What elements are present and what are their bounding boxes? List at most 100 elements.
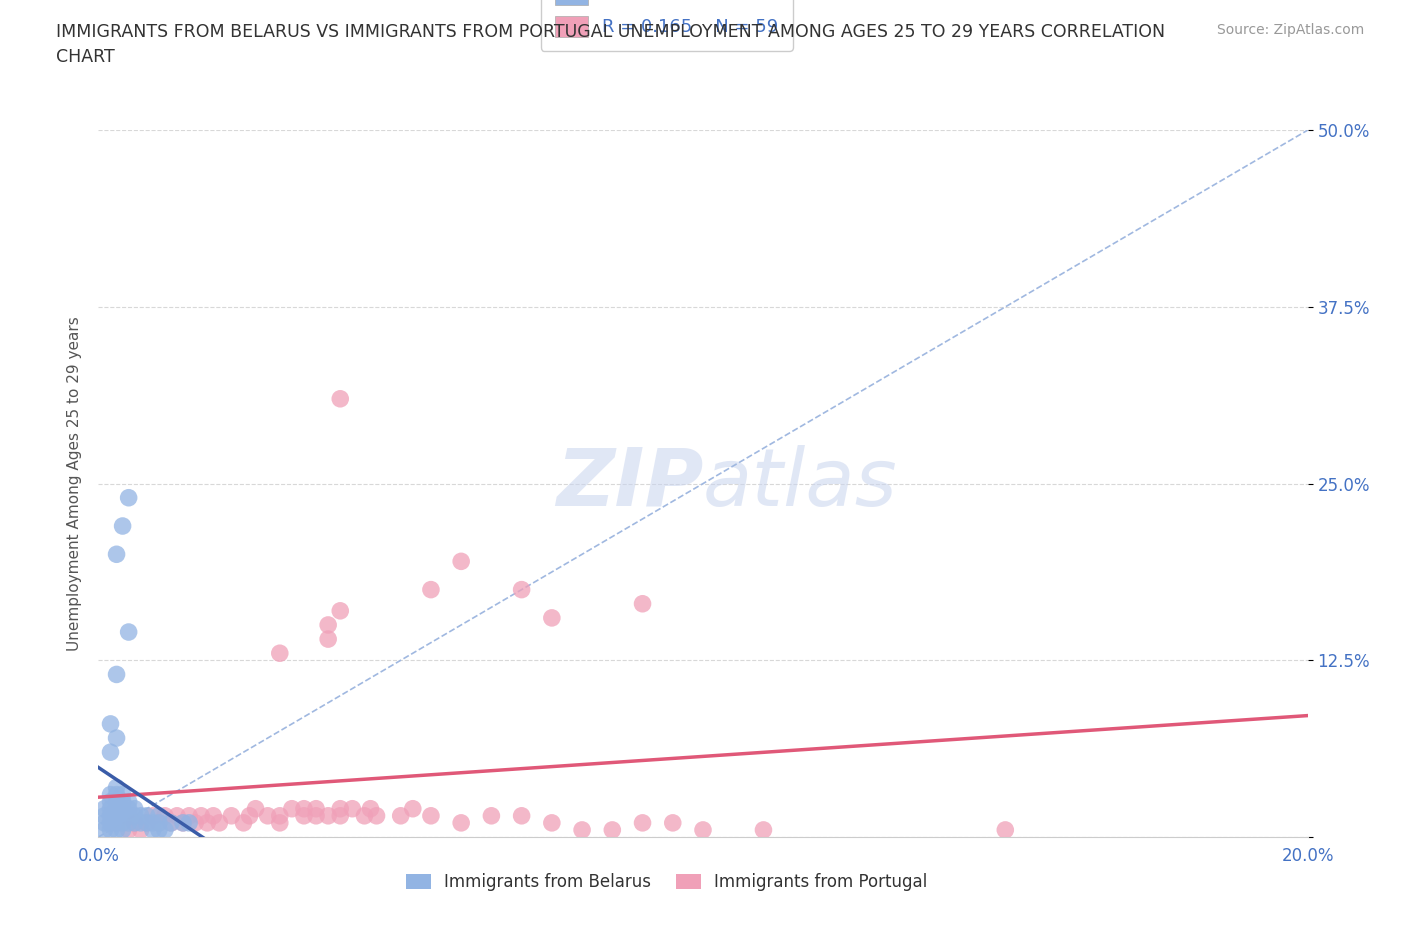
Text: IMMIGRANTS FROM BELARUS VS IMMIGRANTS FROM PORTUGAL UNEMPLOYMENT AMONG AGES 25 T: IMMIGRANTS FROM BELARUS VS IMMIGRANTS FR… <box>56 23 1166 41</box>
Point <box>105 794 128 809</box>
Text: CHART: CHART <box>56 48 115 66</box>
Point <box>148 808 170 823</box>
Point <box>540 816 562 830</box>
Point <box>202 808 225 823</box>
Point <box>129 808 152 823</box>
Point <box>481 808 503 823</box>
Point <box>329 808 352 823</box>
Point <box>353 808 375 823</box>
Point <box>172 816 194 830</box>
Point <box>124 808 146 823</box>
Point <box>245 802 267 817</box>
Point <box>111 802 134 817</box>
Point <box>631 596 654 611</box>
Point <box>100 745 122 760</box>
Legend: Immigrants from Belarus, Immigrants from Portugal: Immigrants from Belarus, Immigrants from… <box>398 865 936 899</box>
Point <box>450 554 472 569</box>
Point <box>118 808 141 823</box>
Point <box>420 808 443 823</box>
Point <box>179 808 201 823</box>
Point <box>366 808 388 823</box>
Point <box>256 808 278 823</box>
Point <box>269 808 291 823</box>
Point <box>281 802 304 817</box>
Point <box>135 816 157 830</box>
Point <box>142 808 165 823</box>
Point <box>305 802 328 817</box>
Point <box>631 816 654 830</box>
Point <box>135 816 157 830</box>
Point <box>153 822 176 837</box>
Point <box>420 582 443 597</box>
Point <box>292 802 315 817</box>
Point <box>510 808 533 823</box>
Point <box>124 802 146 817</box>
Y-axis label: Unemployment Among Ages 25 to 29 years: Unemployment Among Ages 25 to 29 years <box>66 316 82 651</box>
Point <box>124 816 146 830</box>
Point <box>160 816 183 830</box>
Point <box>752 822 775 837</box>
Point <box>402 802 425 817</box>
Point <box>111 519 134 534</box>
Point <box>100 794 122 809</box>
Point <box>316 631 339 646</box>
Point <box>111 822 134 837</box>
Point <box>105 802 128 817</box>
Point <box>172 816 194 830</box>
Point <box>292 808 315 823</box>
Point <box>692 822 714 837</box>
Point <box>148 822 170 837</box>
Point <box>118 822 141 837</box>
Point <box>111 787 134 802</box>
Point <box>329 802 352 817</box>
Text: atlas: atlas <box>703 445 898 523</box>
Point <box>105 816 128 830</box>
Point <box>389 808 412 823</box>
Point <box>93 822 115 837</box>
Point <box>105 547 128 562</box>
Point <box>93 808 115 823</box>
Point <box>184 816 207 830</box>
Point <box>510 582 533 597</box>
Point <box>100 787 122 802</box>
Point <box>129 822 152 837</box>
Point <box>100 808 122 823</box>
Point <box>93 816 115 830</box>
Point <box>118 816 141 830</box>
Point <box>994 822 1017 837</box>
Point <box>93 802 115 817</box>
Point <box>661 816 683 830</box>
Point <box>105 780 128 795</box>
Point <box>305 808 328 823</box>
Point <box>153 808 176 823</box>
Point <box>602 822 624 837</box>
Point <box>148 816 170 830</box>
Point <box>239 808 262 823</box>
Point <box>105 731 128 746</box>
Point <box>124 816 146 830</box>
Point <box>118 490 141 505</box>
Point <box>269 816 291 830</box>
Point <box>148 816 170 830</box>
Text: ZIP: ZIP <box>555 445 703 523</box>
Point <box>100 716 122 731</box>
Point <box>105 787 128 802</box>
Point <box>329 392 352 406</box>
Point <box>118 802 141 817</box>
Point <box>342 802 364 817</box>
Point <box>179 816 201 830</box>
Point <box>208 816 231 830</box>
Point <box>111 794 134 809</box>
Point <box>269 645 291 660</box>
Point <box>360 802 382 817</box>
Point <box>142 822 165 837</box>
Point <box>195 816 218 830</box>
Text: Source: ZipAtlas.com: Source: ZipAtlas.com <box>1216 23 1364 37</box>
Point <box>160 816 183 830</box>
Point <box>118 625 141 640</box>
Point <box>105 808 128 823</box>
Point <box>105 822 128 837</box>
Point <box>316 808 339 823</box>
Point <box>329 604 352 618</box>
Point <box>450 816 472 830</box>
